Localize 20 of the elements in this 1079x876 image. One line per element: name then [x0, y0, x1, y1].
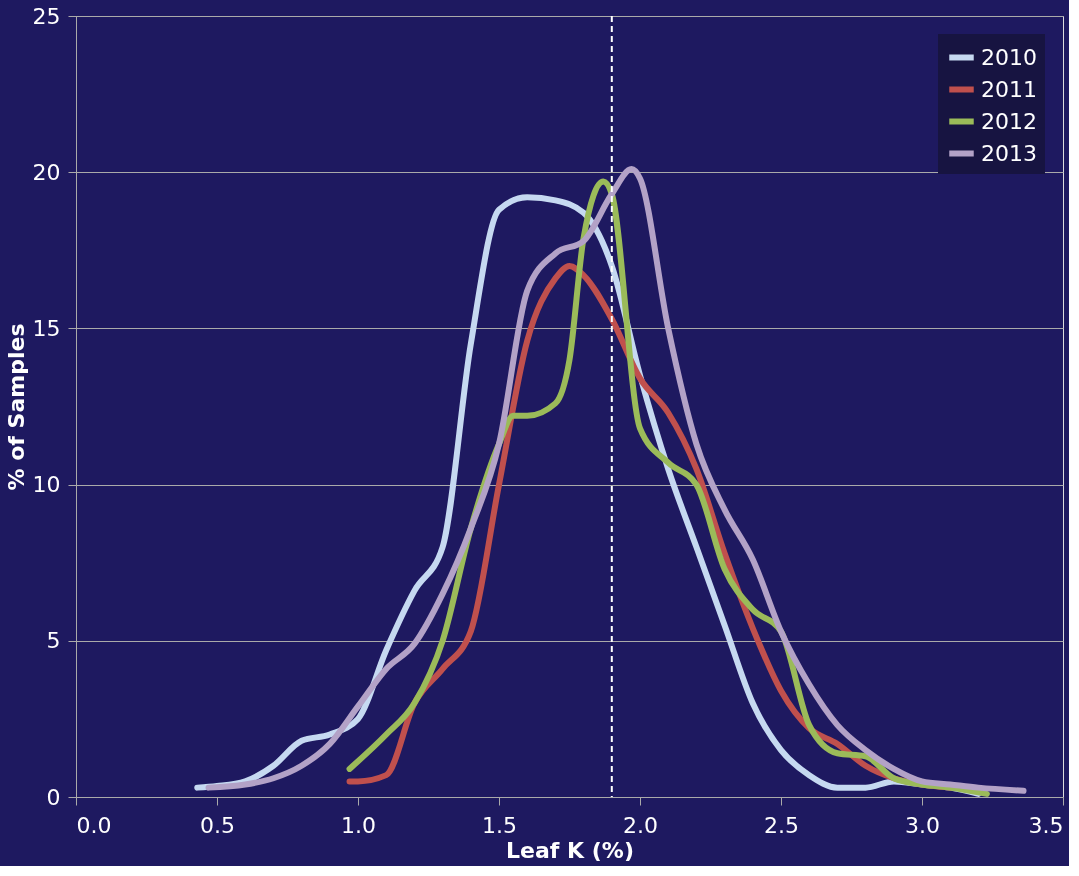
legend-label: 2010 — [981, 44, 1037, 70]
x-tick-label: 1.0 — [341, 812, 376, 838]
x-tick-label: 0.0 — [76, 812, 112, 838]
x-tick-label: 2.0 — [623, 812, 658, 838]
y-tick-label: 10 — [32, 472, 61, 498]
x-tick-label: 3.0 — [905, 812, 940, 838]
x-tick-label: 2.5 — [764, 812, 799, 838]
y-tick-label: 15 — [32, 315, 61, 341]
legend-label: 2011 — [981, 76, 1037, 102]
x-tick-label: 0.5 — [200, 812, 235, 838]
y-tick-label: 20 — [32, 159, 61, 185]
x-axis-title: Leaf K (%) — [506, 837, 634, 863]
legend-label: 2012 — [981, 108, 1037, 134]
y-tick-label: 5 — [46, 628, 61, 654]
x-tick-label: 3.5 — [1028, 812, 1064, 838]
y-axis-title: % of Samples — [3, 323, 29, 491]
x-tick-label: 1.5 — [482, 812, 517, 838]
legend-label: 2013 — [981, 140, 1037, 166]
y-tick-label: 0 — [46, 784, 61, 810]
y-tick-label: 25 — [32, 3, 61, 29]
